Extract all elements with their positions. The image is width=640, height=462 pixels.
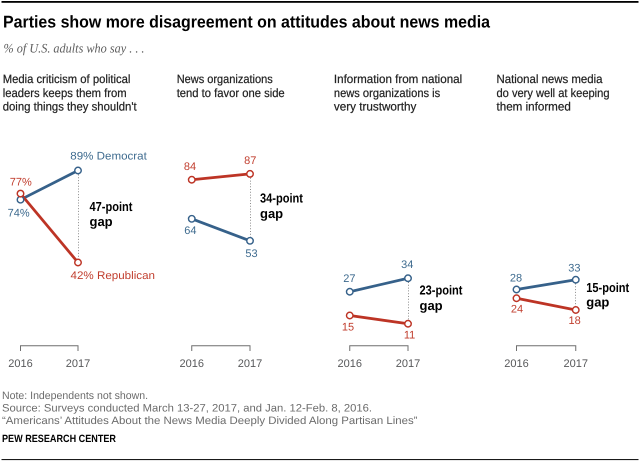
svg-text:64: 64 [184,225,196,237]
svg-text:28: 28 [510,272,522,284]
svg-text:tend to favor one side: tend to favor one side [177,86,285,100]
svg-text:11: 11 [404,330,415,342]
svg-text:18: 18 [568,315,580,327]
svg-text:very trustworthy: very trustworthy [334,100,417,114]
svg-text:doing things they shouldn't: doing things they shouldn't [3,100,138,114]
svg-text:News organizations: News organizations [177,72,273,86]
svg-text:24: 24 [511,304,523,316]
svg-text:2016: 2016 [8,358,32,370]
svg-text:Media criticism of political: Media criticism of political [3,72,131,86]
svg-text:53: 53 [245,248,257,260]
svg-text:2016: 2016 [180,358,204,370]
svg-text:2017: 2017 [396,358,420,370]
svg-text:89% Democrat: 89% Democrat [70,150,147,162]
svg-text:2016: 2016 [338,358,362,370]
svg-text:2017: 2017 [564,358,588,370]
svg-text:2017: 2017 [238,358,262,370]
svg-text:34: 34 [401,259,413,271]
svg-text:47-point: 47-point [90,199,134,214]
svg-text:“Americans’ Attitudes About th: “Americans’ Attitudes About the News Med… [2,415,418,427]
svg-text:Source: Surveys conducted Marc: Source: Surveys conducted March 13-27, 2… [2,402,372,414]
svg-text:National news media: National news media [497,72,603,86]
svg-text:34-point: 34-point [260,191,304,206]
svg-text:leaders keeps them from: leaders keeps them from [3,86,127,100]
svg-text:23-point: 23-point [420,283,464,298]
svg-text:84: 84 [184,161,196,173]
svg-text:87: 87 [244,155,256,167]
svg-text:Information from national: Information from national [334,72,462,86]
svg-text:Parties show more disagreement: Parties show more disagreement on attitu… [3,13,491,32]
svg-text:PEW RESEARCH CENTER: PEW RESEARCH CENTER [2,433,116,445]
svg-text:do very well at keeping: do very well at keeping [497,86,610,100]
svg-text:2017: 2017 [66,358,90,370]
svg-text:27: 27 [343,273,355,285]
svg-text:77%: 77% [10,177,32,189]
svg-text:42% Republican: 42% Republican [71,270,156,282]
svg-text:Note: Independents not shown.: Note: Independents not shown. [2,390,148,402]
svg-text:15-point: 15-point [586,280,630,295]
svg-text:gap: gap [260,206,283,221]
svg-text:gap: gap [90,214,113,229]
svg-text:news organizations is: news organizations is [334,86,440,100]
svg-text:% of U.S. adults who say . . .: % of U.S. adults who say . . . [4,41,145,56]
svg-text:2016: 2016 [504,358,528,370]
svg-text:33: 33 [568,262,580,274]
svg-text:them informed: them informed [497,100,571,114]
svg-text:74%: 74% [8,208,30,220]
svg-text:15: 15 [342,322,354,334]
svg-text:gap: gap [586,294,609,309]
svg-text:gap: gap [420,298,443,313]
